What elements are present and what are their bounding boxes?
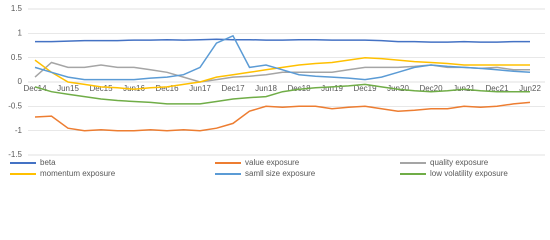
x-tick-label: Jun18 [255, 84, 277, 93]
y-tick-label: -1 [15, 126, 23, 135]
x-tick-label: Jun22 [519, 84, 541, 93]
series-line [34, 34, 531, 81]
y-tick-label: 1 [18, 28, 23, 37]
series-line [34, 56, 530, 91]
page: -1.5 -1 -0.5 0 0.5 1 1.5 Dec14 Jun15 Dec15 Jun16 De… [8, 4, 545, 179]
x-tick-label: Jun17 [189, 84, 211, 93]
legend-label: beta [40, 158, 56, 167]
x-tick-label: Dec21 [485, 84, 509, 93]
y-tick-label: -1.5 [8, 150, 22, 159]
y-tick-label: 1.5 [11, 4, 23, 13]
x-tick-label: Dec17 [221, 84, 245, 93]
x-tick-label: Dec20 [419, 84, 443, 93]
x-tick-label: Jun15 [57, 84, 79, 93]
legend-label: samll size exposure [245, 169, 316, 178]
y-tick-label: 0 [18, 77, 23, 86]
legend-label: momentum exposure [40, 169, 116, 178]
series-line [34, 83, 530, 105]
x-tick-label: Dec16 [155, 84, 179, 93]
series-line [34, 101, 531, 132]
legend-label: value exposure [245, 158, 300, 167]
series-line [34, 61, 530, 83]
y-tick-label: -0.5 [8, 101, 22, 110]
x-tick-label: Dec14 [23, 84, 47, 93]
x-tick-label: Dec15 [89, 84, 113, 93]
legend-label: low volatility exposure [430, 169, 508, 178]
y-tick-label: 0.5 [11, 53, 23, 62]
x-tick-label: Jun19 [321, 84, 343, 93]
series-line [35, 38, 530, 43]
legend-label: quality exposure [430, 158, 489, 167]
x-tick-label: Dec19 [353, 84, 377, 93]
